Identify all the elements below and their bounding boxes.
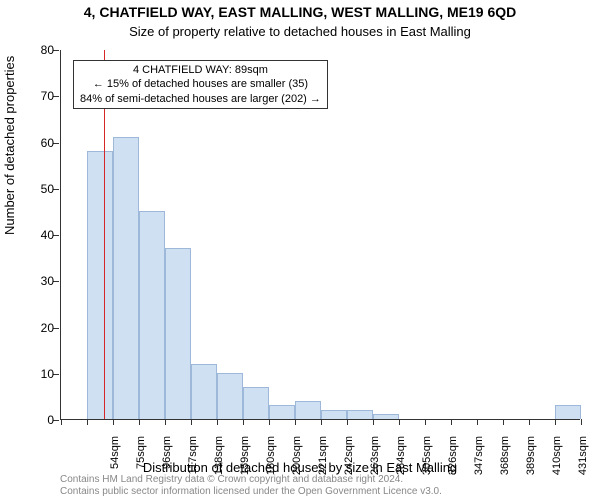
histogram-bar	[321, 410, 347, 419]
annotation-line: 84% of semi-detached houses are larger (…	[80, 92, 321, 106]
y-tick-label: 10	[41, 367, 54, 381]
histogram-bar	[139, 211, 165, 419]
annotation-line: ← 15% of detached houses are smaller (35…	[80, 77, 321, 91]
x-tick	[555, 419, 556, 425]
x-tick	[347, 419, 348, 425]
chart-title-line1: 4, CHATFIELD WAY, EAST MALLING, WEST MAL…	[0, 4, 600, 20]
histogram-bar	[347, 410, 373, 419]
x-tick	[399, 419, 400, 425]
x-tick	[503, 419, 504, 425]
x-tick	[165, 419, 166, 425]
chart-title-line2: Size of property relative to detached ho…	[0, 24, 600, 39]
histogram-bar	[555, 405, 581, 419]
x-tick	[425, 419, 426, 425]
y-tick-label: 80	[41, 43, 54, 57]
histogram-bar	[165, 248, 191, 419]
x-tick	[529, 419, 530, 425]
plot-area: 0102030405060708054sqm75sqm96sqm117sqm13…	[60, 50, 580, 420]
x-tick	[269, 419, 270, 425]
x-tick	[139, 419, 140, 425]
histogram-bar	[373, 414, 399, 419]
histogram-bar	[87, 151, 113, 419]
x-tick	[373, 419, 374, 425]
x-tick	[295, 419, 296, 425]
y-tick-label: 40	[41, 228, 54, 242]
histogram-bar	[269, 405, 295, 419]
y-tick-label: 70	[41, 89, 54, 103]
x-tick	[321, 419, 322, 425]
x-tick	[191, 419, 192, 425]
x-tick	[451, 419, 452, 425]
x-tick	[87, 419, 88, 425]
attribution-line2: Contains public sector information licen…	[60, 486, 442, 498]
histogram-bar	[295, 401, 321, 420]
y-axis-label: Number of detached properties	[2, 56, 17, 235]
histogram-bar	[217, 373, 243, 419]
x-tick	[477, 419, 478, 425]
x-tick	[61, 419, 62, 425]
x-tick	[113, 419, 114, 425]
histogram-chart: 4, CHATFIELD WAY, EAST MALLING, WEST MAL…	[0, 0, 600, 500]
y-tick-label: 20	[41, 321, 54, 335]
annotation-line: 4 CHATFIELD WAY: 89sqm	[80, 63, 321, 77]
histogram-bar	[113, 137, 139, 419]
y-tick-label: 50	[41, 182, 54, 196]
x-axis-label: Distribution of detached houses by size …	[0, 460, 600, 475]
y-tick-label: 0	[47, 413, 54, 427]
histogram-bar	[191, 364, 217, 420]
x-tick	[217, 419, 218, 425]
y-tick-label: 30	[41, 274, 54, 288]
attribution-line1: Contains HM Land Registry data © Crown c…	[60, 474, 442, 486]
x-tick	[243, 419, 244, 425]
x-tick	[581, 419, 582, 425]
annotation-box: 4 CHATFIELD WAY: 89sqm← 15% of detached …	[73, 60, 328, 109]
attribution-text: Contains HM Land Registry data © Crown c…	[60, 474, 442, 498]
y-tick-label: 60	[41, 136, 54, 150]
histogram-bar	[243, 387, 269, 419]
